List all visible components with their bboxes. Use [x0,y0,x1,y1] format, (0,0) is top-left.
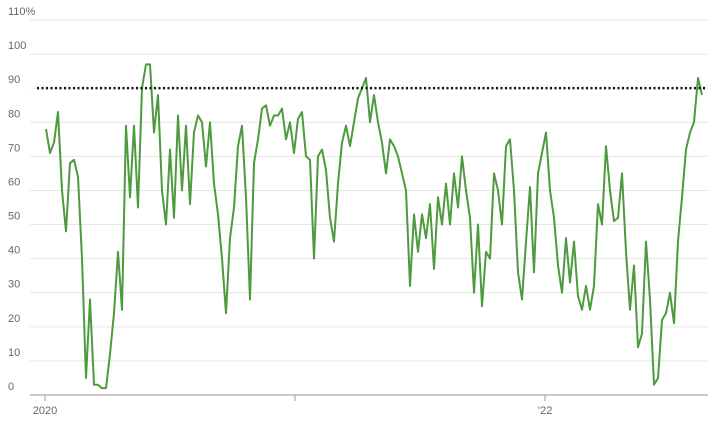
y-tick-label: 10 [8,347,20,359]
y-tick-label: 80 [8,108,20,120]
y-tick-label: 100 [8,40,26,52]
x-tick-label: ’22 [538,405,553,417]
y-tick-label: 70 [8,142,20,154]
y-tick-label: 90 [8,74,20,86]
y-tick-label: 60 [8,176,20,188]
y-tick-label: 40 [8,245,20,257]
y-tick-label: 0 [8,381,14,393]
data-line [45,63,703,390]
y-tick-label: 50 [8,211,20,223]
y-tick-label: 30 [8,279,20,291]
x-tick-label: 2020 [33,405,57,417]
y-tick-label: 110% [8,6,36,18]
y-tick-label: 20 [8,313,20,325]
